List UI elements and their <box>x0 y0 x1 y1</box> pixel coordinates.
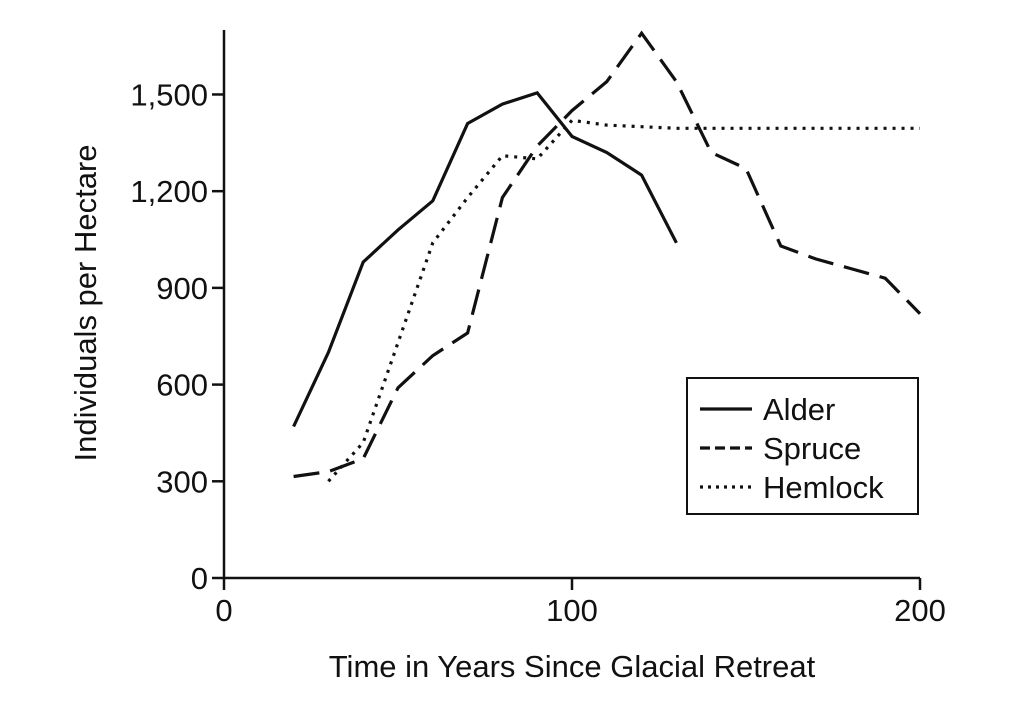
series-line-hemlock <box>327 118 920 483</box>
x-tick-label: 100 <box>546 593 598 628</box>
series-line-alder <box>292 91 678 428</box>
y-tick-label: 900 <box>156 271 208 306</box>
series-line-spruce <box>293 30 922 479</box>
legend-label-spruce: Spruce <box>763 431 861 466</box>
x-ticks: 0 100 200 <box>215 578 946 628</box>
y-tick-label: 0 <box>191 561 208 596</box>
y-tick-label: 1,500 <box>130 77 208 112</box>
x-axis-label: Time in Years Since Glacial Retreat <box>329 649 816 684</box>
x-tick-label: 0 <box>215 593 232 628</box>
x-tick-label: 200 <box>894 593 946 628</box>
legend-label-alder: Alder <box>763 392 835 427</box>
legend-label-hemlock: Hemlock <box>763 470 884 505</box>
legend: Alder Spruce Hemlock <box>686 377 919 515</box>
y-tick-label: 600 <box>156 368 208 403</box>
y-tick-label: 300 <box>156 464 208 499</box>
y-tick-label: 1,200 <box>130 174 208 209</box>
y-axis-label: Individuals per Hectare <box>68 144 103 461</box>
axes: 0 300 600 900 1,200 1,500 0 100 200 <box>130 30 946 628</box>
y-ticks: 0 300 600 900 1,200 1,500 <box>130 77 224 596</box>
legend-box <box>686 377 919 515</box>
series-lines <box>292 30 922 483</box>
